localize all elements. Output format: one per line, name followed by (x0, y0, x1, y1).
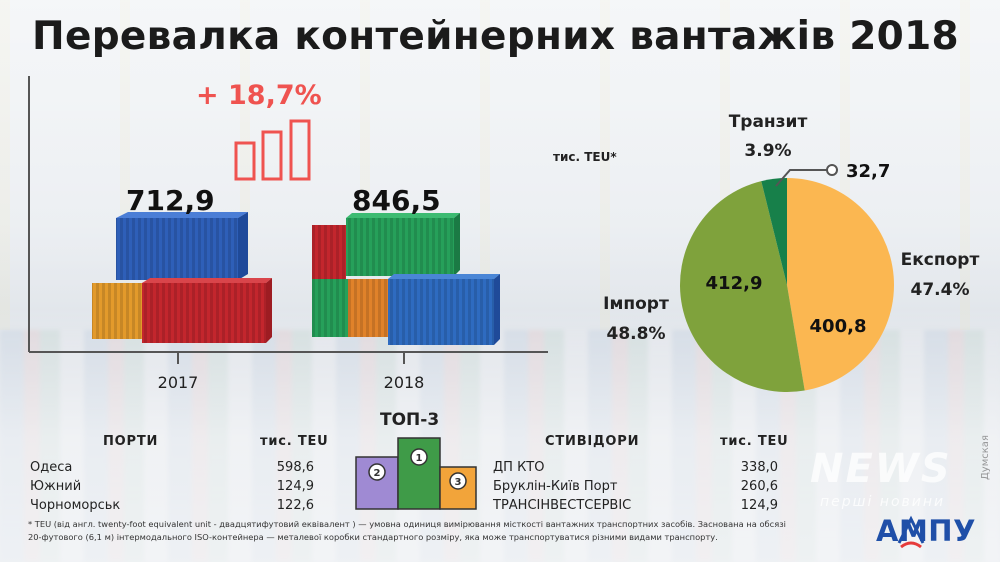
slice-percent-transit: 3.9% (744, 141, 791, 161)
medal-third-number: 3 (455, 477, 462, 488)
top3-podium: 2 1 3 (355, 437, 477, 510)
growth-label: + 18,7% (196, 80, 322, 111)
news-watermark-subtitle: перші новини (820, 494, 946, 510)
page-title: Перевалка контейнерних вантажів 2018 (32, 14, 959, 59)
stevedore-name-2: Бруклін-Київ Порт (493, 479, 618, 494)
slice-value-export: 400,8 (810, 316, 867, 337)
top3-title: ТОП-3 (380, 410, 440, 430)
transit-leader-line (775, 169, 828, 187)
container-blue-2018 (388, 274, 500, 345)
stevedore-name-1: ДП КТО (493, 460, 545, 475)
side-watermark: Думская (980, 435, 991, 480)
medal-second-number: 2 (374, 468, 381, 479)
footnote-line-2: 20-футового (6,1 м) інтермодального ISO-… (28, 532, 718, 542)
slice-percent-import: 48.8% (607, 324, 666, 344)
stevedores-header: СТИВІДОРИ (545, 434, 640, 449)
container-green-top (346, 213, 460, 276)
pie-chart (679, 178, 894, 393)
container-green-bottom (312, 279, 348, 337)
footnote-line-1: * TEU (від англ. twenty-foot equivalent … (28, 519, 786, 529)
tick-label-2017: 2017 (158, 373, 199, 392)
transit-leader-dot (826, 164, 838, 176)
slice-name-export: Експорт (901, 250, 980, 270)
value-label-2017: 712,9 (126, 184, 215, 217)
medal-first-number: 1 (416, 453, 423, 464)
port-value-3: 122,6 (276, 498, 314, 513)
tick-label-2018: 2018 (384, 373, 425, 392)
ports-header: ПОРТИ (103, 434, 159, 449)
unit-label: тис. TEU* (553, 150, 617, 164)
growth-bars-icon (234, 119, 311, 181)
stevedores-unit-header: тис. TEU (720, 434, 789, 449)
container-red-small (312, 225, 346, 279)
stevedore-name-3: ТРАНСІНВЕСТСЕРВІС (493, 498, 632, 513)
stevedore-value-2: 260,6 (740, 479, 778, 494)
containers-2017 (92, 212, 272, 343)
stevedore-value-1: 338,0 (740, 460, 778, 475)
value-label-2018: 846,5 (352, 184, 441, 217)
footnote: * TEU (від англ. twenty-foot equivalent … (28, 518, 808, 544)
slice-name-import: Імпорт (603, 294, 669, 314)
container-orange-2018 (348, 279, 388, 337)
port-name-2: Южний (30, 479, 82, 494)
medal-third-icon (449, 472, 467, 490)
port-name-3: Чорноморськ (30, 498, 121, 513)
stevedore-value-3: 124,9 (740, 498, 778, 513)
port-value-1: 598,6 (276, 460, 314, 475)
pie-slice-import (679, 181, 805, 393)
container-red (142, 278, 272, 343)
containers-2018 (312, 213, 500, 345)
port-value-2: 124,9 (276, 479, 314, 494)
pie-slice-transit (761, 178, 787, 285)
medal-first-icon (410, 448, 428, 466)
port-name-1: Одеса (30, 460, 73, 475)
container-orange (92, 283, 142, 339)
slice-value-import: 412,9 (706, 273, 763, 294)
ampu-logo-icon (897, 515, 925, 549)
slice-percent-export: 47.4% (911, 280, 970, 300)
medal-second-icon (368, 463, 386, 481)
ports-unit-header: тис. TEU (260, 434, 329, 449)
ampu-logo-text: АМПУ (876, 514, 976, 548)
container-blue-top (116, 212, 248, 280)
slice-value-transit: 32,7 (846, 161, 890, 182)
slice-name-transit: Транзит (729, 112, 808, 132)
news-watermark: NEWS (810, 446, 952, 492)
pie-slice-export (787, 178, 894, 391)
